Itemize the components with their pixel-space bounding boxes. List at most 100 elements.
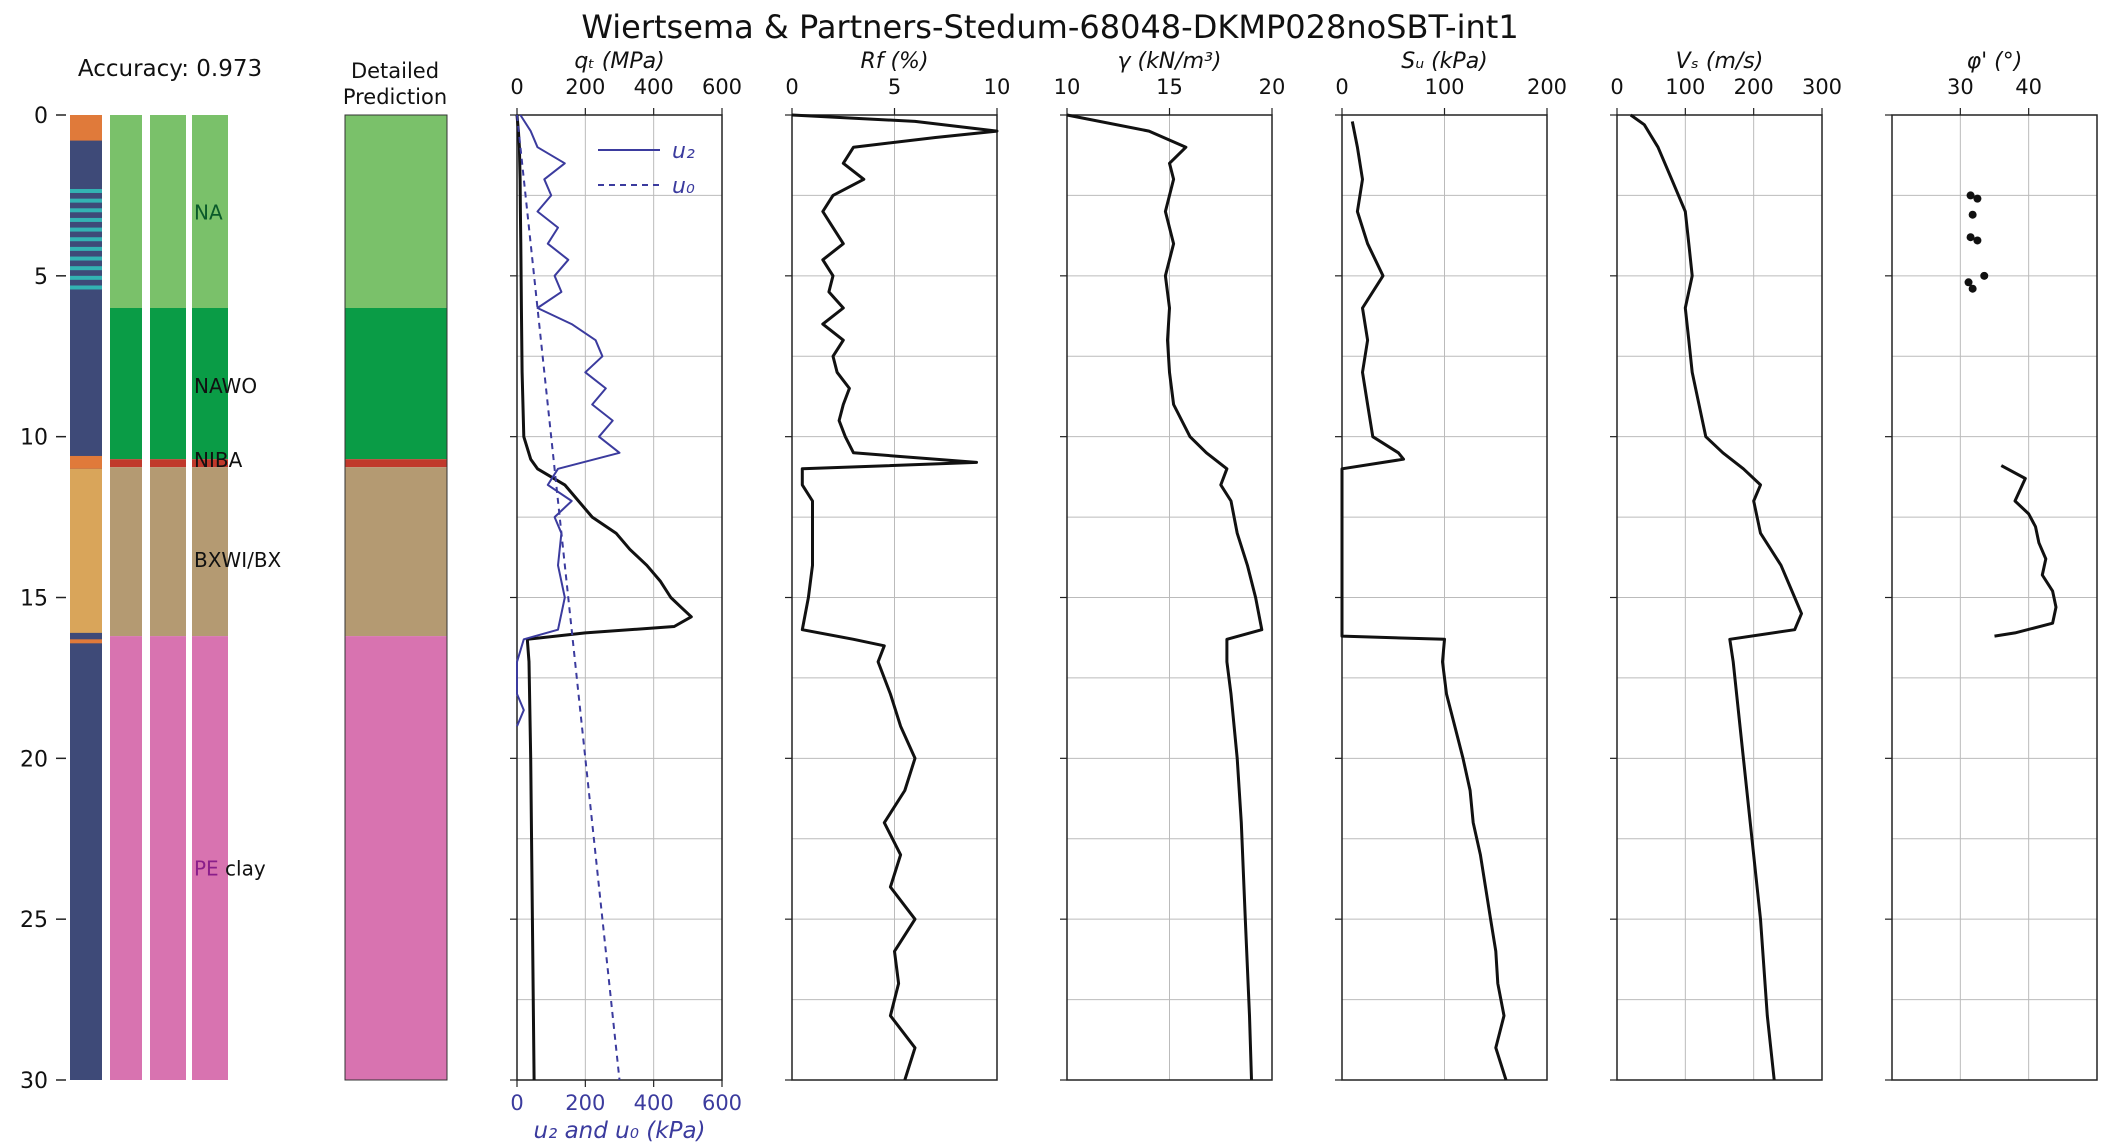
prediction-layer [192, 115, 228, 308]
top-tick-label: 600 [702, 75, 742, 99]
prediction-layer [110, 636, 142, 1080]
depth-tick-label: 30 [20, 1069, 48, 1094]
top-tick-label: 10 [984, 75, 1011, 99]
depth-axis: 0 5 10 15 20 25 30 [20, 104, 66, 1094]
prediction-layer [110, 115, 142, 308]
panel-gamma: 10 15 20 γ (kN/m³) [1054, 49, 1286, 1081]
series-line-Su [1340, 121, 1508, 1081]
ground-truth-band [70, 188, 102, 193]
data-point-phi_upper [1968, 284, 1977, 293]
series-line-u2 [516, 114, 621, 727]
ground-truth-band [70, 140, 102, 180]
panel-qt: 0 200 400 600 qₜ (MPa) 0 200 400 600 u₂ and u₀ (k… [510, 49, 742, 1144]
top-tick-label: 0 [1610, 75, 1623, 99]
series-line-Vs [1629, 113, 1803, 1081]
panel-su: 0 100 200 Sᵤ (kPa) [1335, 49, 1567, 1081]
top-tick-label: 200 [1734, 75, 1774, 99]
layer-label: NAWO [194, 374, 257, 398]
panel-title: γ (kN/m³) [1117, 49, 1221, 74]
detailed-prediction-label-line1: Detailed [351, 59, 439, 83]
top-tick-label: 400 [634, 75, 674, 99]
panel-title: qₜ (MPa) [574, 49, 664, 74]
top-tick-label: 200 [1527, 75, 1567, 99]
top-tick-label: 40 [2015, 75, 2042, 99]
prediction-layer [192, 459, 228, 468]
detailed-prediction-frame [344, 114, 448, 1081]
top-tick-label: 0 [510, 75, 523, 99]
prediction-layer [192, 467, 228, 637]
panel-vs: 0 100 200 300 Vₛ (m/s) [1610, 49, 1842, 1081]
panel-title: Rf (%) [860, 49, 928, 74]
detailed-prediction-layer [345, 115, 447, 308]
depth-tick-label: 10 [20, 426, 48, 451]
top-tick-label: 0 [1335, 75, 1348, 99]
top-tick-label: 200 [565, 75, 605, 99]
prediction-layer [150, 115, 186, 308]
layer-label: NA [194, 201, 223, 225]
depth-tick-label: 0 [34, 104, 48, 129]
top-tick-label: 5 [888, 75, 901, 99]
data-point-phi_upper [1966, 233, 1975, 242]
series-line-u0 [516, 114, 621, 1081]
detailed-prediction-layer [345, 467, 447, 637]
ground-truth-band [70, 208, 102, 213]
bottom-tick-label: 200 [565, 1091, 605, 1115]
panel-phi: 30 40φ' (°) [1885, 49, 2098, 1081]
top-tick-label: 100 [1665, 75, 1705, 99]
data-point-phi_upper [1973, 236, 1982, 245]
layer-label: NIBA [194, 448, 243, 472]
prediction-layer [150, 459, 186, 468]
ground-truth-band [70, 227, 102, 232]
layer-label-suffix: clay [219, 857, 266, 881]
bottom-tick-label: 400 [634, 1091, 674, 1115]
prediction-layer [192, 636, 228, 1080]
figure-title: Wiertsema & Partners-Stedum-68048-DKMP02… [581, 8, 1518, 46]
panel-title: φ' (°) [1967, 49, 2023, 74]
series-line-Rf [791, 113, 999, 1081]
depth-tick-label: 25 [20, 908, 48, 933]
depth-tick-label: 15 [20, 587, 48, 612]
top-tick-label: 0 [785, 75, 798, 99]
legend-label-u2: u₂ [672, 139, 695, 164]
data-point-phi_upper [1964, 278, 1973, 287]
data-point-phi_upper [1973, 194, 1982, 203]
top-tick-label: 100 [1424, 75, 1464, 99]
ground-truth-band [70, 285, 102, 290]
prediction-layer [150, 308, 186, 460]
ground-truth-band [70, 266, 102, 271]
legend-label-u0: u₀ [672, 174, 695, 199]
prediction-layer [110, 467, 142, 637]
data-point-phi_upper [1968, 210, 1977, 219]
prediction-layer [110, 459, 142, 468]
secondary-axis-label: u₂ and u₀ (kPa) [533, 1118, 705, 1144]
top-tick-label: 20 [1259, 75, 1286, 99]
prediction-layer [192, 308, 228, 460]
layer-label: BXWI/BX [194, 548, 282, 572]
panel-title: Sᵤ (kPa) [1401, 49, 1488, 74]
prediction-layer [150, 636, 186, 1080]
ground-truth-band [70, 217, 102, 222]
series-line-phi_lower [1994, 464, 2058, 638]
top-tick-label: 15 [1156, 75, 1183, 99]
strata-columns: NA NAWO NIBA BXWI/BX PE clay [70, 114, 448, 1081]
detailed-prediction-layer [345, 308, 447, 460]
depth-tick-label: 5 [34, 265, 48, 290]
top-tick-label: 30 [1947, 75, 1974, 99]
accuracy-label: Accuracy: 0.973 [78, 56, 262, 82]
prediction-layer [150, 467, 186, 637]
detailed-prediction-layer [345, 459, 447, 468]
ground-truth-band [70, 237, 102, 242]
bottom-tick-label: 600 [702, 1091, 742, 1115]
depth-tick-label: 20 [20, 747, 48, 772]
top-tick-label: 10 [1054, 75, 1081, 99]
data-point-phi_upper [1966, 191, 1975, 200]
series-line-qt [515, 114, 693, 1081]
ground-truth-band [70, 468, 102, 633]
ground-truth-band [70, 115, 102, 141]
data-point-phi_upper [1980, 271, 1989, 280]
ground-truth-band [70, 256, 102, 261]
ground-truth-band [70, 198, 102, 203]
bottom-tick-label: 0 [510, 1091, 523, 1115]
ground-truth-band [70, 639, 102, 644]
